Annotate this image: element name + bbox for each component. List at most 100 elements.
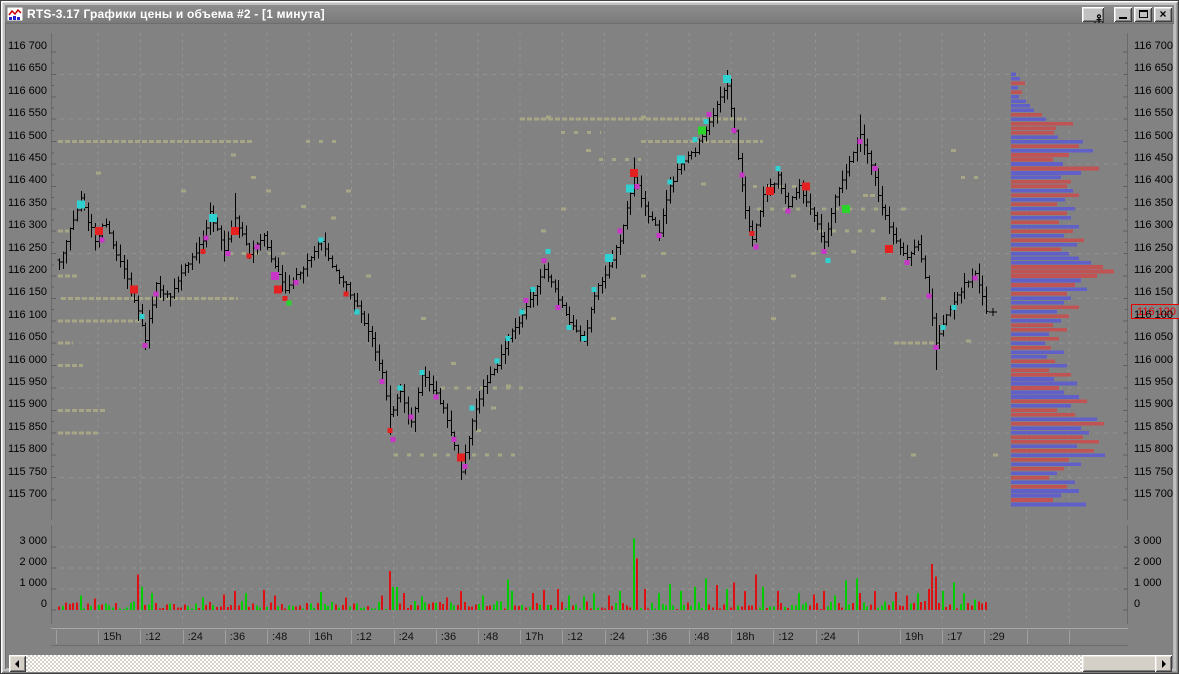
price-axis-label: 115 700: [8, 488, 47, 500]
price-axis-label: 116 650: [8, 62, 47, 75]
price-axis-label: 116 600: [8, 84, 47, 97]
time-axis-tick: [942, 630, 944, 644]
scroll-right-arrow-icon: [1162, 660, 1166, 668]
price-axis-label: 116 050: [1134, 331, 1173, 344]
price-axis-label: 116 550: [8, 107, 47, 120]
price-axis-label: 115 700: [1134, 488, 1173, 500]
time-axis-label: 15h: [103, 631, 122, 643]
close-button[interactable]: ×: [1154, 6, 1172, 22]
window-title: RTS-3.17 Графики цены и объема #2 - [1 м…: [27, 7, 325, 21]
time-axis-label: :12: [145, 631, 161, 643]
time-axis-label: :12: [567, 631, 583, 643]
maximize-icon: [1138, 10, 1148, 18]
time-axis-tick: [478, 630, 479, 644]
price-axis-label: 116 700: [1134, 40, 1173, 52]
time-axis-label: 19h: [905, 631, 924, 643]
time-axis-tick: [56, 630, 57, 644]
price-axis-label: 116 150: [1134, 286, 1173, 299]
time-axis-tick: [689, 630, 690, 644]
price-axis-label: 116 450: [1134, 152, 1173, 164]
time-axis-tick: [182, 630, 184, 644]
time-axis-label: :48: [483, 631, 499, 643]
price-axis-label: 115 850: [8, 420, 47, 433]
time-axis-tick: [520, 630, 522, 644]
volume-chart-pane[interactable]: [51, 525, 1128, 624]
time-axis-label: 17h: [525, 631, 544, 643]
price-axis-label: 116 300: [8, 219, 47, 232]
scrollbar-track[interactable]: [26, 655, 1157, 672]
price-axis-label: 116 300: [1134, 219, 1173, 232]
price-axis-label: 115 800: [8, 443, 47, 456]
time-axis-tick: [731, 630, 733, 644]
time-axis-label: :17: [947, 631, 963, 643]
minimize-icon: [1119, 17, 1127, 19]
price-axis-label: 116 050: [8, 331, 47, 344]
time-axis-label: :36: [229, 631, 246, 643]
time-axis-label: :24: [187, 631, 203, 643]
title-bar[interactable]: RTS-3.17 Графики цены и объема #2 - [1 м…: [5, 5, 1174, 26]
maximize-button[interactable]: [1134, 6, 1152, 22]
price-axis-label: 116 100: [1134, 308, 1173, 321]
price-axis-label: 116 100: [8, 308, 47, 321]
price-axis-label: 116 250: [8, 241, 47, 254]
time-axis-label: :48: [272, 631, 288, 643]
price-axis-label: 116 550: [1134, 107, 1173, 120]
price-axis-label: 115 900: [1134, 398, 1173, 411]
price-axis-label: 116 200: [1134, 264, 1173, 276]
volume-axis-label: 3 000: [1134, 535, 1162, 547]
price-axis-label: 116 500: [1134, 129, 1173, 142]
price-axis-label: 115 950: [1134, 376, 1173, 388]
time-axis-tick: [900, 630, 901, 644]
time-axis-label: 18h: [736, 631, 755, 643]
price-axis-label: 116 400: [8, 174, 47, 187]
volume-axis-label: 1 000: [1134, 577, 1162, 589]
price-axis-label: 115 950: [8, 376, 47, 388]
time-axis-label: :24: [609, 631, 625, 643]
time-axis-tick: [140, 630, 142, 644]
close-icon: ×: [1159, 7, 1167, 21]
chart-window-icon: [7, 7, 23, 21]
current-price-tag: 116 120: [1131, 303, 1179, 319]
scroll-left-arrow-icon: [15, 660, 19, 668]
volume-axis-label: 2 000: [1134, 556, 1162, 568]
time-axis-tick: [1026, 630, 1028, 644]
time-axis-tick: [984, 630, 986, 644]
price-axis-label: 116 400: [1134, 174, 1173, 187]
window-controls: ×: [1082, 6, 1172, 26]
time-axis-label: :36: [440, 631, 457, 643]
time-axis-tick: [815, 630, 817, 644]
time-axis-tick: [351, 630, 353, 644]
time-axis: 15h:12:24:36:48 16h:12:24:36:48 17h:12:24:…: [51, 628, 1128, 646]
scroll-left-button[interactable]: [9, 655, 26, 672]
price-chart-pane[interactable]: [51, 33, 1128, 520]
volume-axis-label: 0: [1134, 598, 1141, 610]
time-axis-tick: [773, 630, 775, 644]
time-axis-label: :12: [356, 631, 372, 643]
time-axis-label: :12: [778, 631, 794, 643]
price-axis-label: 115 750: [1134, 465, 1173, 478]
price-axis-label: 115 900: [8, 398, 47, 411]
price-axis-label: 116 350: [8, 196, 47, 209]
time-axis-tick: [646, 630, 648, 644]
price-axis-label: 116 450: [8, 152, 47, 164]
time-axis-tick: [267, 630, 268, 644]
time-axis-tick: [393, 630, 395, 644]
scroll-right-button[interactable]: [1155, 655, 1172, 672]
time-axis-label: :24: [398, 631, 414, 643]
scrollbar-thumb[interactable]: [1082, 655, 1157, 672]
price-axis-label: 116 250: [1134, 241, 1173, 254]
price-axis-label: 116 600: [1134, 84, 1173, 97]
horizontal-scrollbar[interactable]: [9, 655, 1172, 672]
price-axis-label: 115 850: [1134, 420, 1173, 433]
price-axis-label: 116 700: [8, 40, 47, 52]
time-axis-tick: [309, 630, 311, 644]
dock-anchor-button[interactable]: [1082, 6, 1104, 26]
volume-axis-label: 0: [40, 598, 47, 610]
minimize-button[interactable]: [1114, 6, 1132, 22]
price-axis-label: 116 650: [1134, 62, 1173, 75]
time-axis-tick: [604, 630, 606, 644]
price-axis-label: 116 000: [8, 353, 47, 366]
time-axis-tick: [224, 630, 226, 644]
volume-axis-label: 1 000: [19, 577, 47, 589]
